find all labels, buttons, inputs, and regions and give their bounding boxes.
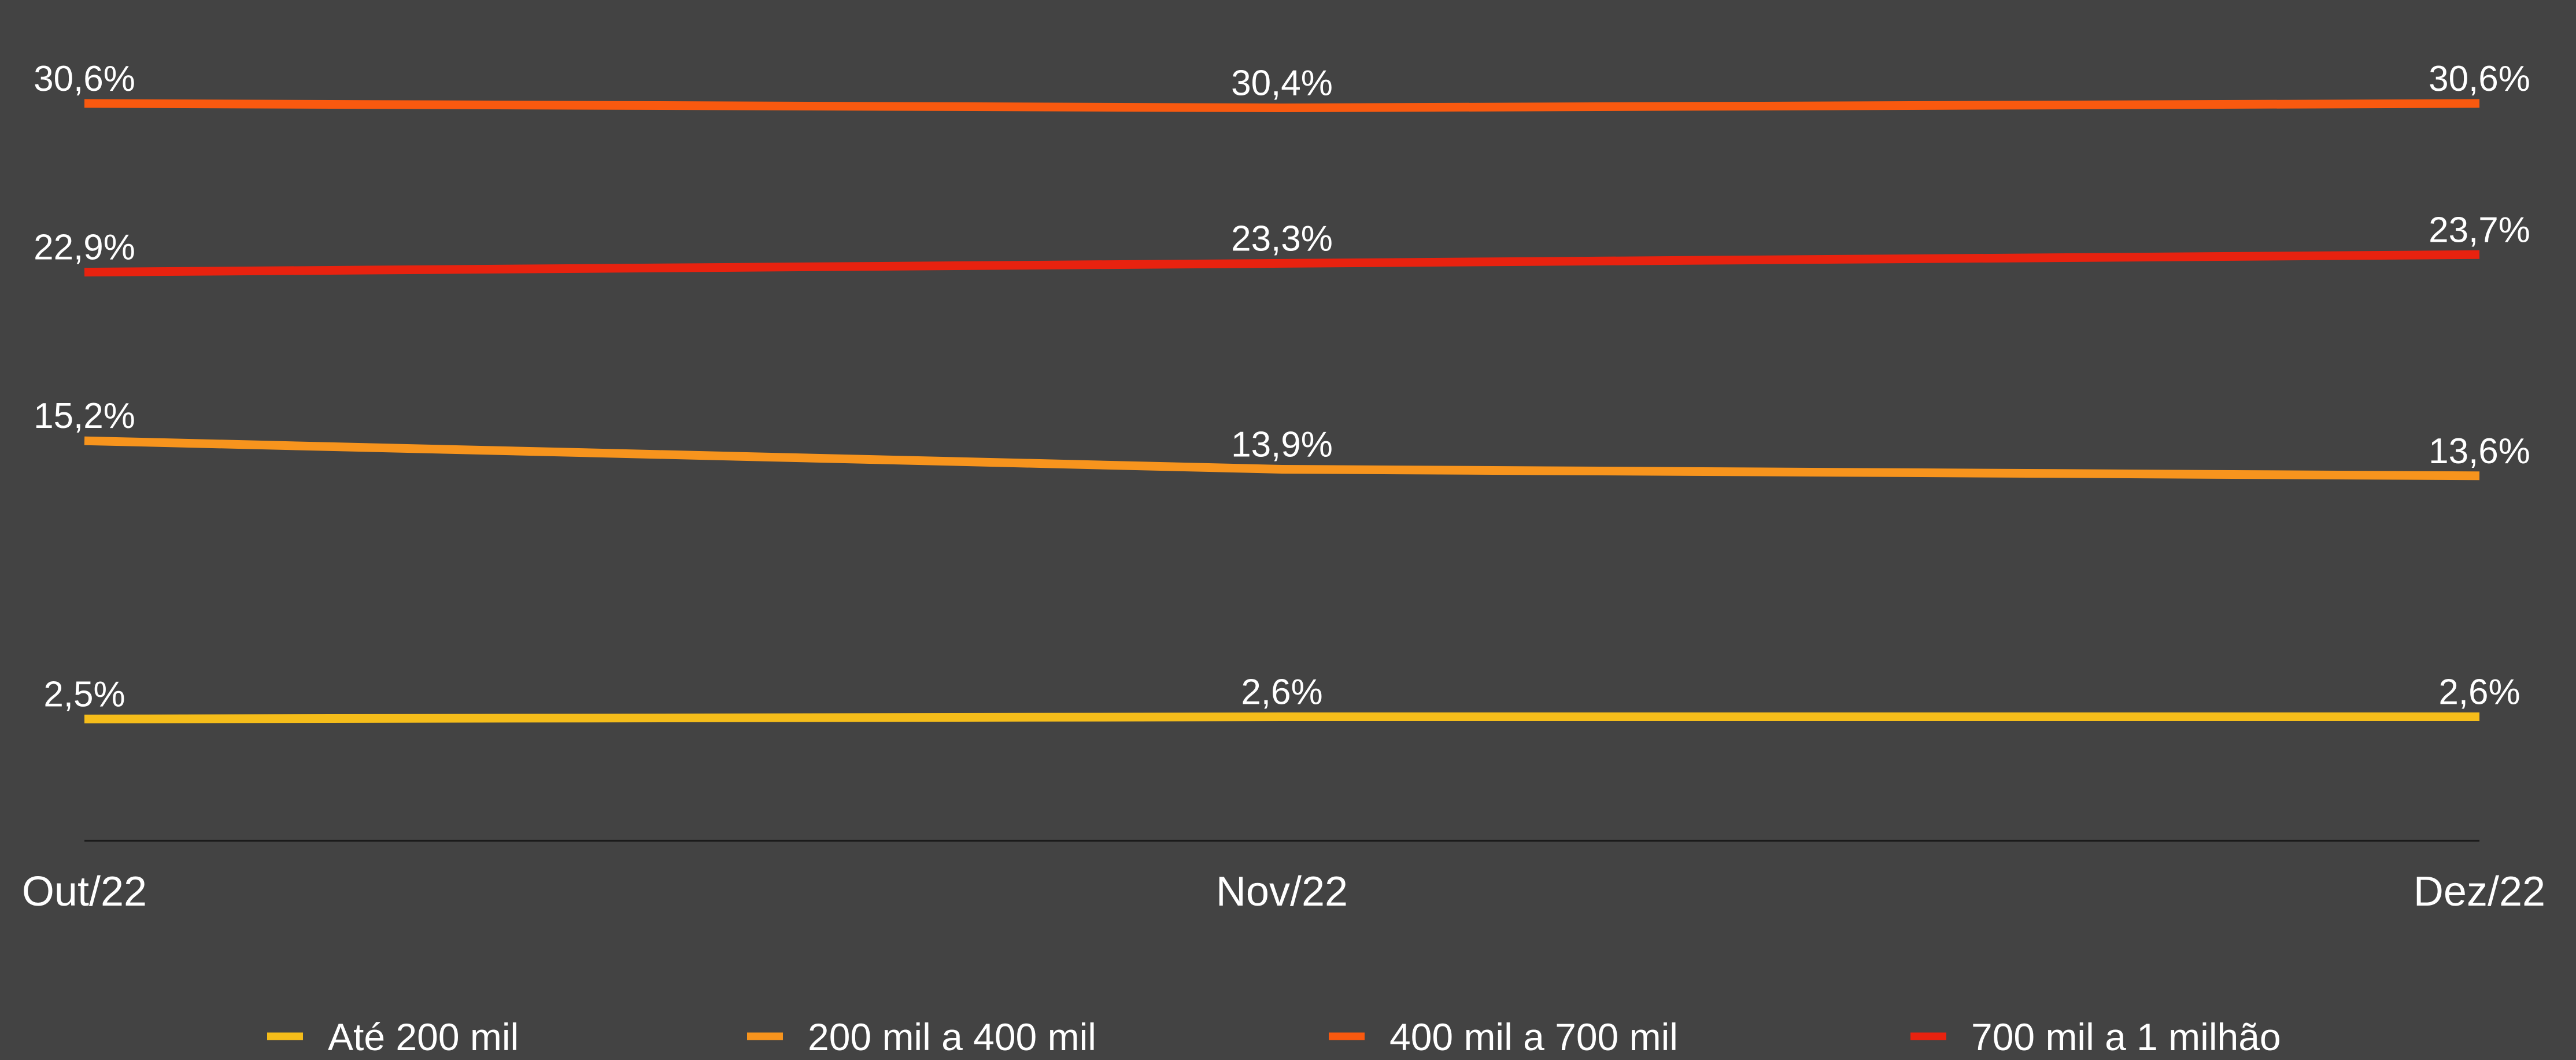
data-label: 2,6% — [2438, 673, 2520, 712]
legend-label: 700 mil a 1 milhão — [1971, 1015, 2281, 1057]
x-tick-label: Out/22 — [22, 869, 147, 915]
data-label: 30,6% — [34, 59, 135, 99]
data-label: 2,5% — [43, 674, 125, 714]
legend-label: 400 mil a 700 mil — [1389, 1015, 1678, 1057]
data-label: 13,9% — [1231, 425, 1333, 465]
legend-label: Até 200 mil — [328, 1015, 519, 1057]
x-tick-label: Dez/22 — [2414, 869, 2545, 915]
legend-label: 200 mil a 400 mil — [808, 1015, 1096, 1057]
data-label: 23,7% — [2429, 210, 2530, 250]
series-line-3 — [84, 99, 2480, 112]
series-lines — [84, 99, 2480, 723]
data-label: 13,6% — [2429, 431, 2530, 471]
data-label: 30,6% — [2429, 59, 2530, 99]
series-line-4 — [84, 250, 2480, 277]
data-label: 23,3% — [1231, 219, 1333, 258]
data-label: 22,9% — [34, 228, 135, 268]
data-label: 15,2% — [34, 396, 135, 436]
data-label: 30,4% — [1231, 64, 1333, 104]
series-line-2 — [84, 436, 2480, 481]
series-line-1 — [84, 712, 2479, 723]
data-labels: 2,5% 2,6% 2,6% 15,2% 13,9% 13,6% 30,6% 30,4% 30,… — [34, 59, 2530, 714]
x-tick-label: Nov/22 — [1216, 869, 1348, 915]
legend: Até 200 mil 200 mil a 400 mil 400 mil a 70… — [267, 1015, 2281, 1058]
x-axis: Out/22 Nov/22 Dez/22 — [22, 840, 2545, 915]
data-label: 2,6% — [1241, 673, 1322, 712]
